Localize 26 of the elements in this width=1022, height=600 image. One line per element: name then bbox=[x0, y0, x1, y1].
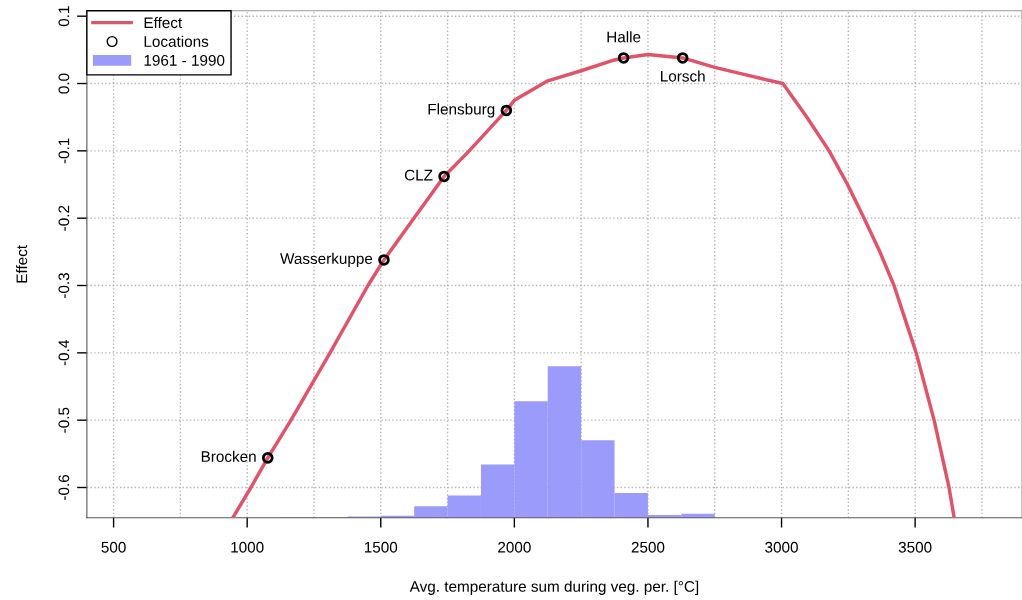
x-tick-label: 2000 bbox=[498, 541, 531, 553]
x-tick-label: 500 bbox=[101, 541, 126, 553]
x-tick-label: 3000 bbox=[765, 541, 798, 553]
legend-label: Locations bbox=[144, 35, 209, 47]
y-tick-label: -0.6 bbox=[58, 475, 70, 500]
x-tick-label: 1000 bbox=[231, 541, 264, 553]
x-tick-label: 3500 bbox=[898, 541, 932, 553]
y-axis-title: Effect bbox=[16, 245, 28, 283]
annotation: Lorsch bbox=[661, 70, 705, 82]
y-tick-label: 0.1 bbox=[58, 6, 70, 27]
legend-label: 1961 - 1990 bbox=[144, 54, 225, 66]
annotation: Halle bbox=[607, 31, 641, 43]
y-tick-label: 0.0 bbox=[58, 73, 70, 94]
y-tick-label: -0.5 bbox=[58, 407, 70, 433]
x-tick-label: 1500 bbox=[364, 541, 398, 553]
annotation: CLZ bbox=[404, 169, 433, 181]
x-axis-title: Avg. temperature sum during veg. per. [°C] bbox=[409, 580, 699, 595]
annotation: Wasserkuppe bbox=[280, 252, 373, 268]
y-tick-label: -0.1 bbox=[58, 138, 70, 164]
legend-label: Effect bbox=[144, 16, 183, 29]
x-tick-label: 2500 bbox=[631, 541, 665, 553]
y-tick-label: -0.3 bbox=[58, 273, 70, 298]
y-tick-label: -0.2 bbox=[58, 205, 70, 231]
annotation: Flensburg bbox=[428, 103, 495, 118]
y-tick-label: -0.4 bbox=[58, 340, 70, 366]
annotation: Brocken bbox=[201, 450, 256, 462]
